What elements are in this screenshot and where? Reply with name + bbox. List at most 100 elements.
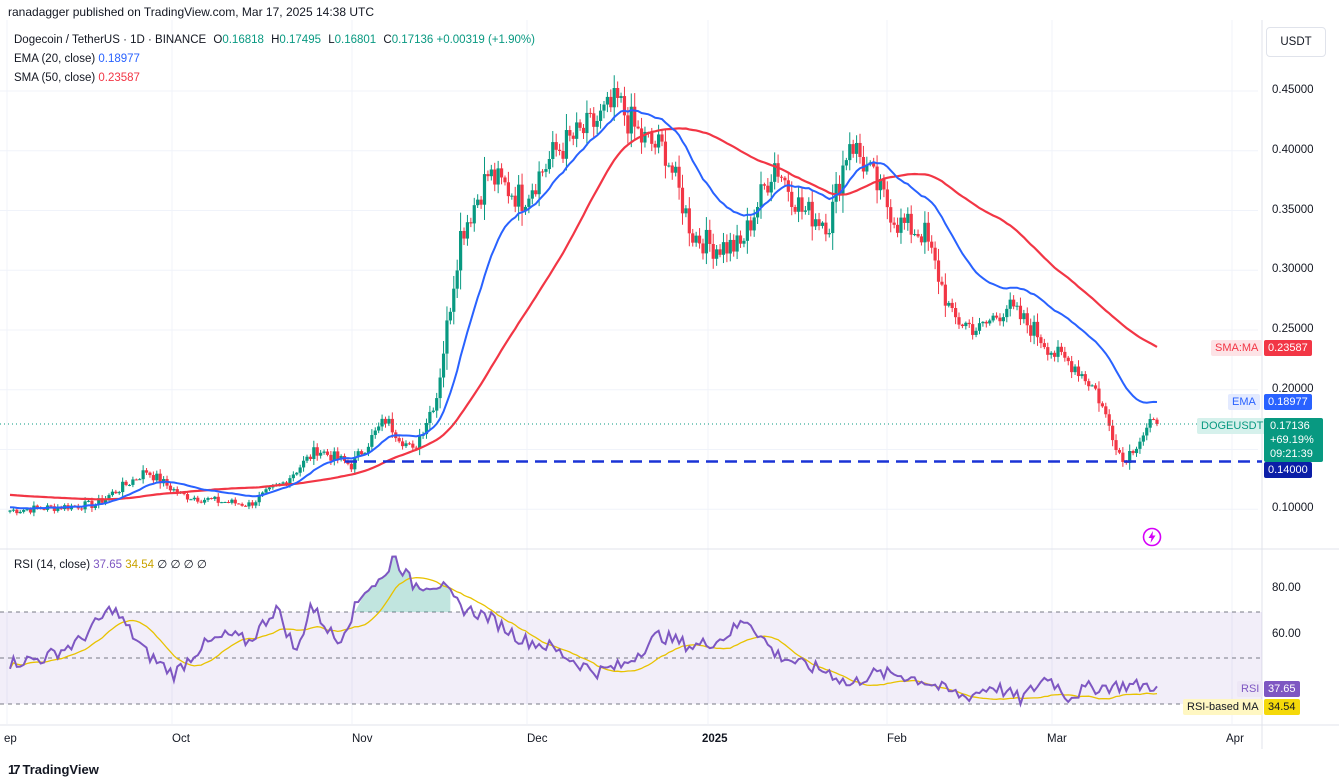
candle-body — [404, 443, 408, 447]
candle-body — [80, 508, 84, 510]
candle-body — [226, 501, 231, 503]
candle-body — [923, 222, 927, 243]
price-tick: 0.20000 — [1272, 383, 1314, 395]
lightning-icon[interactable] — [1142, 527, 1162, 547]
candle-body — [657, 134, 661, 148]
candle-body — [1097, 388, 1101, 404]
open-value: 0.16818 — [222, 34, 264, 46]
candle-body — [547, 159, 551, 170]
candle-body — [462, 230, 466, 239]
candle-body — [117, 492, 121, 494]
close-value: 0.17136 — [391, 34, 434, 46]
ema-tag-label: EMA — [1228, 394, 1260, 410]
candle-body — [295, 472, 299, 475]
sma50-line — [9, 127, 1158, 501]
candle-body — [820, 222, 825, 226]
candle-body — [441, 353, 446, 378]
candle-body — [766, 185, 770, 193]
candle-body — [400, 441, 405, 447]
candle-body — [796, 197, 801, 212]
candle-body — [930, 241, 934, 248]
close-label: C — [383, 34, 392, 46]
candle-body — [988, 320, 992, 324]
candle-body — [1056, 346, 1060, 357]
candle-body — [824, 222, 828, 235]
candle-body — [247, 502, 251, 507]
candle-body — [301, 460, 306, 468]
candle-body — [745, 220, 749, 241]
candle-body — [56, 507, 60, 511]
candle-body — [189, 499, 193, 501]
candle-body — [370, 435, 374, 447]
candle-body — [793, 207, 797, 212]
candle-body — [1039, 337, 1043, 344]
candle-body — [1104, 406, 1108, 415]
candle-body — [411, 443, 415, 448]
candle-body — [875, 166, 879, 191]
candle-body — [223, 501, 227, 503]
candle-body — [554, 142, 558, 150]
rsi-tag-label: RSI — [1237, 681, 1264, 697]
bar-countdown: 09:21:39 — [1270, 448, 1313, 460]
candle-body — [1066, 357, 1070, 362]
candle-body — [1025, 313, 1029, 326]
candle-body — [800, 197, 804, 212]
rsima-tag-value: 34.54 — [1264, 699, 1300, 715]
candle-body — [527, 198, 531, 207]
candle-body — [325, 451, 330, 455]
candle-body — [513, 195, 517, 207]
candle-body — [1155, 419, 1159, 424]
candle-body — [506, 182, 510, 197]
tradingview-footer[interactable]: 17 TradingView — [8, 762, 99, 777]
ema20-line — [9, 109, 1158, 510]
candle-body — [848, 144, 852, 161]
candle-body — [858, 142, 862, 157]
candle-body — [534, 190, 538, 195]
candle-body — [496, 168, 500, 185]
candle-body — [902, 217, 906, 223]
candle-body — [595, 120, 599, 127]
candle-body — [779, 176, 784, 178]
candle-body — [387, 418, 391, 424]
candle-body — [414, 447, 418, 449]
candle-body — [947, 302, 951, 306]
candle-body — [991, 315, 995, 321]
sma-label[interactable]: SMA (50, close) — [14, 72, 96, 84]
candle-body — [803, 210, 807, 212]
candle-body — [523, 206, 528, 212]
candle-body — [141, 470, 145, 480]
candle-body — [486, 174, 490, 177]
candle-body — [134, 479, 138, 481]
candle-body — [817, 219, 821, 226]
candle-body — [489, 169, 493, 177]
publisher-line: ranadagger published on TradingView.com,… — [8, 5, 375, 19]
candle-body — [581, 127, 586, 134]
candle-body — [605, 96, 609, 105]
candle-body — [254, 502, 258, 506]
candle-body — [697, 235, 702, 244]
candle-body — [592, 113, 596, 127]
candle-body — [636, 126, 640, 129]
candle-body — [895, 224, 900, 233]
candle-body — [674, 166, 678, 173]
candle-body — [424, 423, 429, 435]
candle-body — [168, 485, 173, 491]
currency-button[interactable]: USDT — [1266, 27, 1326, 57]
candle-body — [1151, 419, 1156, 421]
symbol-name[interactable]: Dogecoin / TetherUS · 1D · BINANCE — [14, 34, 207, 46]
candle-body — [616, 88, 620, 98]
ema-label[interactable]: EMA (20, close) — [14, 53, 96, 65]
candle-body — [329, 454, 333, 461]
high-label: H — [271, 34, 280, 46]
candle-body — [298, 467, 302, 473]
change-percent: +69.19% — [1270, 434, 1314, 446]
candle-body — [158, 473, 162, 484]
candle-body — [250, 502, 254, 506]
candle-body — [974, 330, 978, 335]
candle-body — [103, 498, 108, 503]
sma-tag-value: 0.23587 — [1264, 340, 1312, 356]
candle-body — [373, 430, 377, 436]
candle-body — [540, 171, 545, 173]
rsi-label[interactable]: RSI (14, close) — [14, 559, 91, 571]
